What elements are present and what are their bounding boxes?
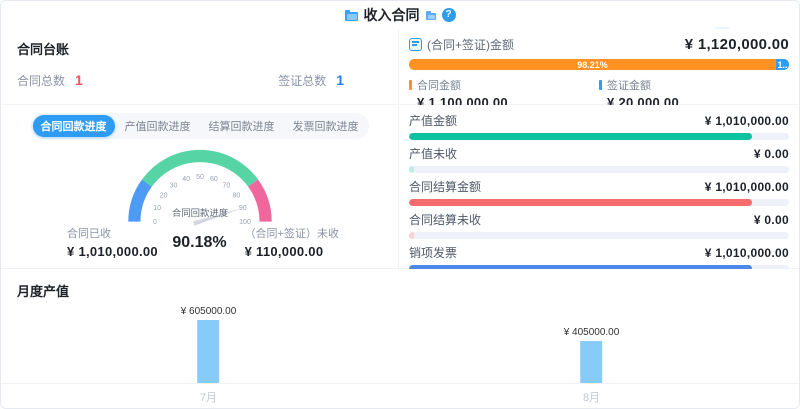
metric-value: ¥ 1,010,000.00 (704, 114, 789, 128)
monthly-bar-chart: ¥ 605000.00 7月 ¥ 405000.00 8月 (1, 302, 799, 406)
ledger-stats: 合同总数 1 签证总数 1 (17, 72, 382, 90)
tab-产值回款进度[interactable]: 产值回款进度 (124, 121, 191, 133)
metric-value: ¥ 1,010,000.00 (704, 180, 789, 194)
ratio-segment: 98.21% (409, 59, 776, 70)
bar-category-label: 8月 (582, 392, 601, 404)
svg-text:20: 20 (159, 193, 167, 200)
metric-label: 产值未收 (409, 147, 458, 161)
tab-发票回款进度[interactable]: 发票回款进度 (292, 121, 359, 133)
help-icon[interactable]: ? (441, 8, 456, 22)
legend-chip-icon (599, 80, 602, 90)
metric-value: ¥ 1,010,000.00 (704, 246, 789, 260)
bar-value-label: ¥ 605000.00 (180, 306, 237, 317)
gauge-stat-label: 合同已收 (67, 228, 111, 240)
progress-gauge-card: 合同回款进度 产值回款进度 结算回款进度 发票回款进度 0 10 20 30 40 50 60 70… (1, 105, 399, 269)
svg-text:50: 50 (196, 174, 204, 181)
folder-small-icon (425, 10, 436, 20)
svg-text:60: 60 (209, 176, 217, 183)
metric-row: 合同结算金额 ¥ 1,010,000.00 (409, 178, 789, 206)
metric-bar (409, 166, 789, 173)
monthly-output-card: 月度产值 ¥ 605000.00 7月 ¥ 405000.00 8月 (1, 269, 799, 408)
legend-chip-icon (409, 80, 412, 90)
gauge-wrap: 0 10 20 30 40 50 60 70 80 90 100 合同回款进度 90.18% (120, 141, 280, 252)
amount-ratio-bar: 98.21% 1.. (409, 59, 789, 70)
metric-label: 销项发票 (409, 246, 458, 260)
stat-value: 1 (75, 72, 83, 88)
svg-text:90: 90 (238, 205, 246, 212)
ledger-title: 合同台账 (17, 42, 70, 57)
metrics-card: 产值金额 ¥ 1,010,000.00 产值未收 ¥ 0.00 合同结算金额 ¥ 1,… (399, 105, 799, 305)
ratio-segment: 1.. (776, 59, 789, 70)
metric-row: 产值金额 ¥ 1,010,000.00 (409, 112, 789, 140)
metric-row: 产值未收 ¥ 0.00 (409, 145, 789, 173)
metric-value: ¥ 0.00 (753, 213, 789, 227)
page-title: 收入合同 (363, 7, 420, 23)
metric-value: ¥ 0.00 (753, 147, 789, 161)
amount-summary-card: (合同+签证)金额 ¥ 1,120,000.00 98.21% 1.. 合同金额 … (399, 29, 799, 110)
amount-icon (409, 38, 422, 51)
contract-ledger-card: 合同台账 合同总数 1 签证总数 1 (1, 29, 399, 105)
svg-text:70: 70 (222, 183, 230, 190)
tab-结算回款进度[interactable]: 结算回款进度 (208, 121, 275, 133)
svg-text:合同回款进度: 合同回款进度 (171, 207, 227, 218)
gauge-stat: （合同+签证）未收 ¥ 110,000.00 (245, 225, 339, 259)
tab-合同回款进度[interactable]: 合同回款进度 (32, 115, 115, 137)
metric-row: 销项发票 ¥ 1,010,000.00 (409, 244, 789, 272)
metric-bar (409, 199, 789, 206)
folder-icon (344, 9, 358, 21)
gauge-stats: 合同已收 ¥ 1,010,000.00 （合同+签证）未收 ¥ 110,000.… (67, 225, 339, 259)
gauge-stat-value: ¥ 1,010,000.00 (67, 244, 158, 259)
svg-text:0: 0 (153, 219, 157, 226)
stat-label: 签证总数 (278, 74, 327, 88)
gauge-percent: 90.18% (172, 234, 227, 251)
x-axis-line (1, 383, 799, 384)
metric-label: 合同结算未收 (409, 213, 482, 227)
svg-text:10: 10 (153, 205, 161, 212)
monthly-chart-title: 月度产值 (17, 284, 70, 299)
metric-bar (409, 133, 789, 140)
progress-tabs: 合同回款进度 产值回款进度 结算回款进度 发票回款进度 (30, 113, 369, 139)
legend-label: 合同金额 (417, 80, 461, 92)
metric-label: 产值金额 (409, 114, 458, 128)
ledger-stat: 合同总数 1 (17, 72, 83, 90)
metric-bar (409, 265, 789, 272)
bar-group: ¥ 405000.00 8月 (563, 327, 620, 404)
gauge-stat-label: （合同+签证）未收 (244, 228, 339, 240)
stat-label: 合同总数 (17, 74, 66, 88)
svg-text:100: 100 (239, 219, 251, 226)
gauge-stat-value: ¥ 110,000.00 (244, 244, 324, 259)
svg-text:80: 80 (232, 193, 240, 200)
bar-group: ¥ 605000.00 7月 (180, 306, 237, 404)
metric-label: 合同结算金额 (409, 180, 482, 194)
bar (197, 320, 220, 383)
bar-value-label: ¥ 405000.00 (563, 327, 620, 338)
stat-value: 1 (336, 72, 344, 88)
metric-row: 合同结算未收 ¥ 0.00 (409, 211, 789, 239)
page-header: 收入合同 ? (1, 1, 799, 29)
ledger-stat: 签证总数 1 (278, 72, 344, 90)
bar (580, 341, 603, 383)
summary-total: ¥ 1,120,000.00 (684, 36, 789, 53)
legend-label: 签证金额 (607, 80, 651, 92)
metric-bar (409, 232, 789, 239)
svg-text:40: 40 (182, 176, 190, 183)
summary-label: (合同+签证)金额 (427, 38, 515, 52)
gauge-stat: 合同已收 ¥ 1,010,000.00 (67, 225, 158, 259)
bar-category-label: 7月 (199, 392, 218, 404)
svg-text:30: 30 (169, 183, 177, 190)
